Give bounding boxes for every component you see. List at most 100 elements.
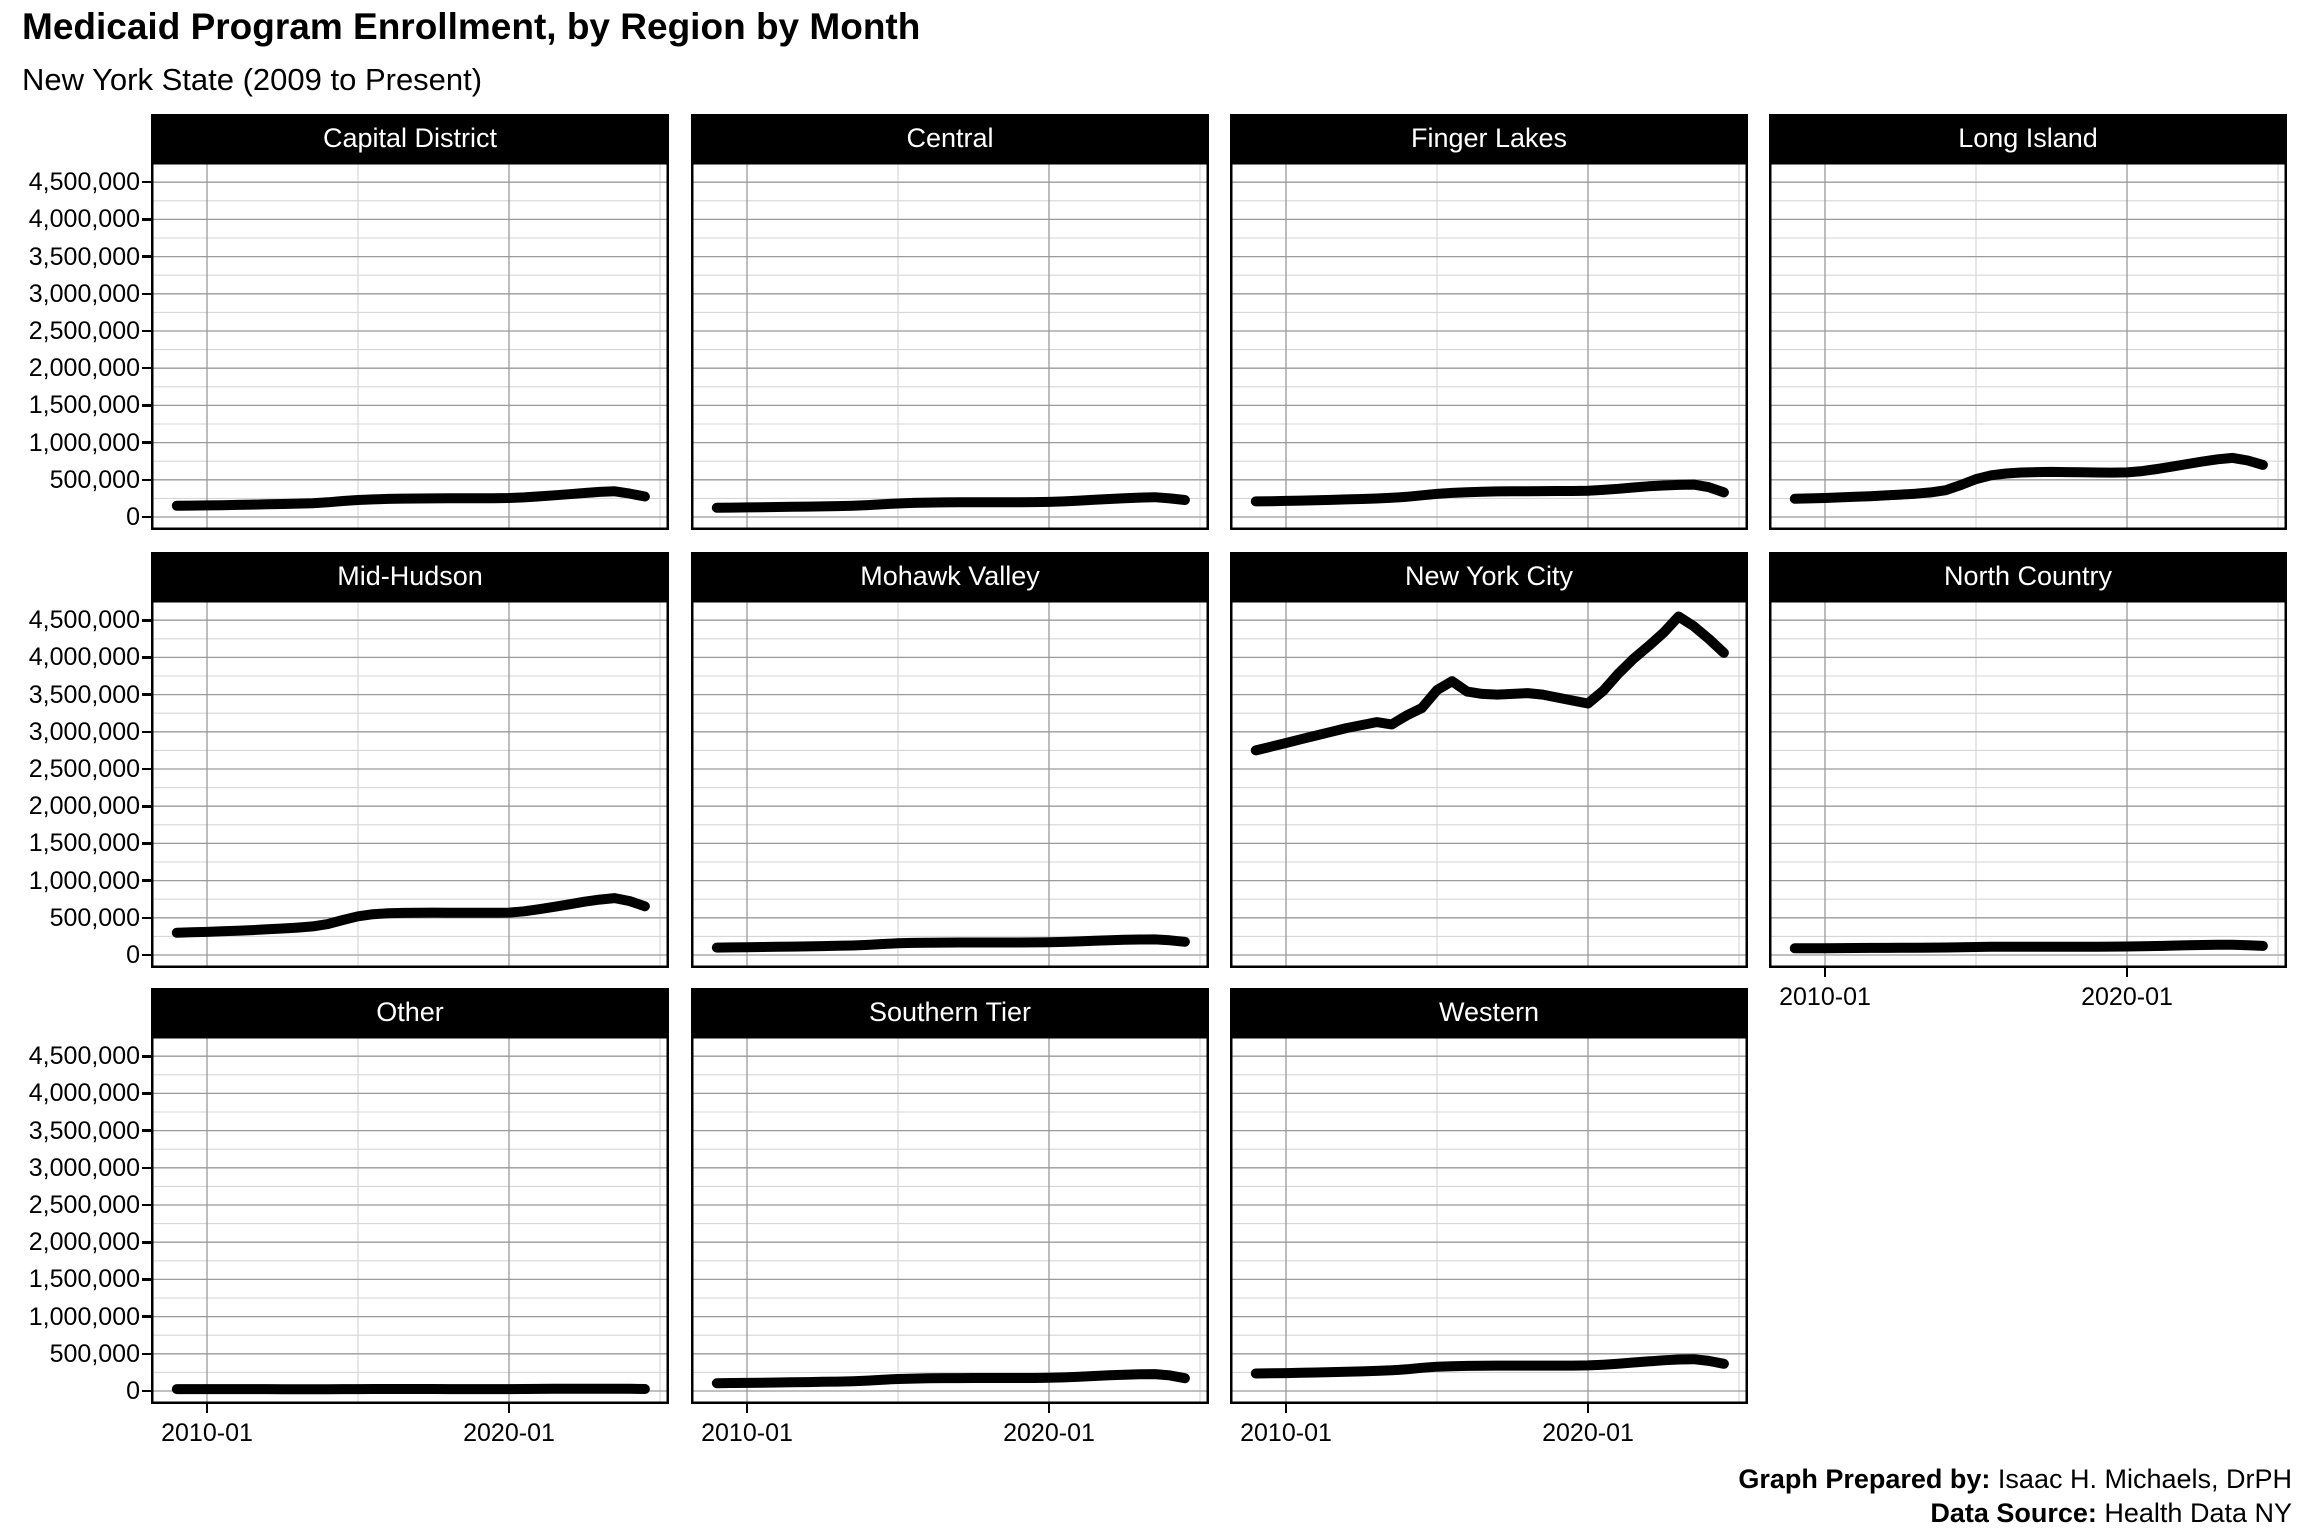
y-tick-label: 2,000,000 xyxy=(28,792,140,821)
facet-strip: Capital District xyxy=(151,114,669,162)
y-tick-label: 2,500,000 xyxy=(28,1191,140,1219)
y-tick-label: 1,000,000 xyxy=(28,866,140,895)
y-tick-label: 1,500,000 xyxy=(28,829,140,858)
y-tick-mark xyxy=(142,1129,151,1132)
facet-title: New York City xyxy=(1404,560,1574,591)
facet-title: Finger Lakes xyxy=(1410,122,1568,153)
y-tick-mark xyxy=(142,805,151,808)
data-line xyxy=(711,492,1190,513)
y-tick-mark xyxy=(142,180,151,184)
facet-plot xyxy=(1769,600,2287,968)
data-line xyxy=(1789,452,2268,504)
y-tick-label: 4,500,000 xyxy=(28,606,140,635)
y-tick-label: 4,000,000 xyxy=(28,1079,140,1108)
y-tick-mark xyxy=(142,842,151,845)
facet-strip: Central xyxy=(691,114,1209,162)
x-tick-label: 2010-01 xyxy=(701,1419,793,1447)
data-line xyxy=(711,934,1190,953)
x-tick-mark xyxy=(2125,968,2129,977)
y-tick-mark xyxy=(142,404,151,407)
facet-title: Mid-Hudson xyxy=(337,560,483,591)
facet-title: Central xyxy=(906,122,994,153)
y-tick-mark xyxy=(142,1092,151,1095)
y-tick-label: 2,000,000 xyxy=(28,354,140,383)
facet-title: Capital District xyxy=(322,122,498,153)
x-tick-mark xyxy=(507,1404,511,1413)
x-tick-mark xyxy=(1047,1404,1051,1413)
data-line xyxy=(171,893,650,938)
x-tick-mark xyxy=(1284,1404,1288,1413)
data-line xyxy=(1250,479,1729,507)
y-tick-label: 1,500,000 xyxy=(28,391,140,420)
facet-panel: Central xyxy=(691,114,1209,530)
y-tick-label: 1,000,000 xyxy=(28,428,140,457)
facet-title: Southern Tier xyxy=(868,996,1032,1027)
facet-title: Western xyxy=(1438,996,1540,1027)
y-tick-label: 3,000,000 xyxy=(28,717,140,746)
y-tick-mark xyxy=(142,1315,151,1318)
x-tick-mark xyxy=(745,1404,749,1413)
page-subtitle: New York State (2009 to Present) xyxy=(22,62,483,97)
y-tick-mark xyxy=(142,1352,151,1355)
facet-panel: New York City xyxy=(1230,552,1748,968)
y-tick-mark xyxy=(142,478,151,482)
data-line xyxy=(1789,939,2268,954)
facet-panel: North Country xyxy=(1769,552,2287,968)
y-tick-mark xyxy=(142,693,151,696)
y-tick-label: 4,500,000 xyxy=(28,168,140,197)
facet-strip: North Country xyxy=(1769,552,2287,600)
x-tick-mark xyxy=(1823,968,1827,977)
y-tick-mark xyxy=(142,1166,151,1169)
facet-plot xyxy=(151,162,669,530)
y-tick-mark xyxy=(142,1389,151,1393)
facet-panel: Southern Tier xyxy=(691,988,1209,1404)
y-tick-label: 3,500,000 xyxy=(28,242,140,271)
facet-panel: Western xyxy=(1230,988,1748,1404)
y-tick-mark xyxy=(142,730,151,733)
footer-data-source-label: Data Source: xyxy=(1930,1498,2097,1528)
data-line xyxy=(711,1369,1190,1389)
facet-strip: Other xyxy=(151,988,669,1036)
facet-plot xyxy=(1230,1036,1748,1404)
facet-panel: Mohawk Valley xyxy=(691,552,1209,968)
y-tick-label: 500,000 xyxy=(49,1339,140,1368)
y-tick-label: 3,000,000 xyxy=(28,1153,140,1182)
x-tick-label: 2020-01 xyxy=(463,1419,555,1447)
facet-strip: New York City xyxy=(1230,552,1748,600)
x-tick-mark xyxy=(1586,1404,1590,1413)
y-tick-label: 3,500,000 xyxy=(28,1116,140,1145)
facet-strip: Western xyxy=(1230,988,1748,1036)
y-tick-mark xyxy=(142,916,151,919)
facet-strip: Southern Tier xyxy=(691,988,1209,1036)
facet-plot xyxy=(691,162,1209,530)
y-tick-label: 2,500,000 xyxy=(28,317,140,345)
y-tick-mark xyxy=(142,366,151,370)
facet-title: Mohawk Valley xyxy=(860,560,1040,591)
facet-plot xyxy=(691,600,1209,968)
y-tick-label: 1,500,000 xyxy=(28,1265,140,1294)
y-tick-mark xyxy=(142,329,151,333)
facet-panel: Finger Lakes xyxy=(1230,114,1748,530)
y-tick-mark xyxy=(142,515,151,519)
facet-title: Other xyxy=(376,996,444,1027)
y-tick-label: 4,500,000 xyxy=(28,1042,140,1071)
x-tick-label: 2010-01 xyxy=(1779,983,1871,1011)
facet-strip: Long Island xyxy=(1769,114,2287,162)
data-line xyxy=(171,1383,650,1395)
facet-strip: Finger Lakes xyxy=(1230,114,1748,162)
y-tick-mark xyxy=(142,441,151,444)
y-tick-mark xyxy=(142,879,151,882)
y-tick-mark xyxy=(142,656,151,659)
facet-plot xyxy=(691,1036,1209,1404)
data-line xyxy=(171,486,650,511)
y-tick-label: 3,000,000 xyxy=(28,279,140,308)
data-line xyxy=(1250,1354,1729,1379)
page-title: Medicaid Program Enrollment, by Region b… xyxy=(22,6,921,47)
facet-plot xyxy=(1230,162,1748,530)
footer-data-source-line: Data Source: Health Data NY xyxy=(1738,1496,2292,1530)
y-tick-label: 2,000,000 xyxy=(28,1228,140,1257)
facet-plot xyxy=(151,600,669,968)
y-tick-label: 0 xyxy=(126,503,140,531)
facet-plot xyxy=(1230,600,1748,968)
